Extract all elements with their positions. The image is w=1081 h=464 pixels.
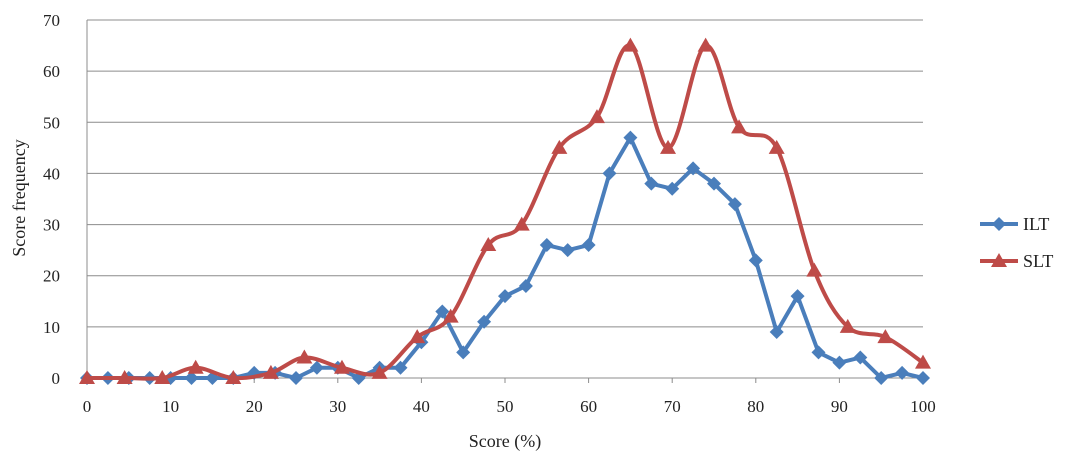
data-point-ilt [895, 365, 910, 380]
data-point-slt [806, 262, 823, 277]
data-point-slt [442, 308, 459, 323]
data-point-ilt [393, 360, 408, 375]
data-point-ilt [748, 253, 763, 268]
data-point-slt [731, 119, 748, 134]
x-tick-label: 60 [580, 397, 597, 416]
data-point-ilt [602, 166, 617, 181]
data-point-ilt [456, 345, 471, 360]
legend-item-slt: SLT [980, 251, 1053, 271]
data-point-slt [622, 37, 639, 52]
data-point-slt [877, 329, 894, 344]
data-point-ilt [184, 371, 199, 385]
data-point-slt [660, 139, 677, 154]
x-tick-label: 20 [246, 397, 263, 416]
data-point-ilt [498, 289, 512, 304]
data-point-ilt [769, 324, 784, 339]
gridlines [87, 19, 923, 379]
data-point-slt [225, 370, 242, 384]
data-point-slt [409, 329, 426, 344]
data-point-ilt [289, 371, 303, 385]
series-line-slt [85, 43, 925, 381]
data-point-slt [839, 318, 856, 333]
data-point-slt [697, 37, 714, 52]
data-point-ilt [727, 197, 742, 212]
data-point-ilt [539, 238, 554, 253]
data-point-slt [116, 370, 133, 384]
data-point-ilt [435, 304, 450, 319]
data-point-ilt [686, 161, 701, 176]
x-tick-label: 70 [664, 397, 681, 416]
data-point-slt [371, 364, 388, 379]
y-tick-label: 40 [43, 164, 60, 183]
data-point-slt [915, 354, 931, 369]
data-point-ilt [560, 243, 575, 258]
x-tick-label: 90 [831, 397, 848, 416]
y-tick-label: 10 [43, 318, 60, 337]
x-axis-title: Score (%) [469, 431, 541, 452]
y-tick-label: 20 [43, 267, 60, 286]
legend-marker-slt [991, 253, 1007, 267]
y-tick-label: 30 [43, 216, 60, 235]
data-point-ilt [623, 130, 638, 145]
x-tick-label: 50 [497, 397, 514, 416]
data-point-ilt [811, 345, 826, 360]
data-point-slt [513, 216, 530, 231]
y-tick-label: 70 [43, 11, 60, 30]
data-point-slt [79, 370, 95, 384]
data-point-ilt [790, 289, 805, 304]
data-point-ilt [581, 238, 596, 253]
series-ilt [80, 130, 930, 385]
data-point-slt [187, 359, 204, 374]
x-tick-label: 10 [162, 397, 179, 416]
y-tick-label: 50 [43, 113, 60, 132]
legend-marker-ilt [992, 217, 1006, 231]
data-point-ilt [309, 360, 324, 375]
data-point-ilt [644, 176, 659, 191]
x-tick-label: 80 [747, 397, 764, 416]
data-point-ilt [665, 181, 680, 196]
data-point-ilt [853, 350, 868, 365]
x-tick-label: 0 [83, 397, 92, 416]
data-point-slt [551, 139, 568, 154]
data-point-slt [588, 109, 605, 124]
data-point-slt [296, 349, 313, 364]
data-point-ilt [707, 176, 721, 191]
legend-label: SLT [1023, 251, 1053, 271]
legend-label: ILT [1023, 214, 1049, 234]
data-point-slt [154, 370, 171, 384]
legend-item-ilt: ILT [980, 214, 1049, 234]
data-point-slt [480, 237, 497, 252]
data-point-ilt [477, 314, 492, 329]
x-tick-label: 100 [910, 397, 936, 416]
data-point-slt [262, 364, 279, 379]
series [79, 37, 931, 385]
y-tick-label: 0 [52, 369, 61, 388]
data-point-slt [333, 359, 350, 374]
data-point-ilt [916, 371, 930, 385]
data-point-ilt [832, 355, 847, 370]
y-tick-label: 60 [43, 62, 60, 81]
axes: 0 10 20 30 40 50 60 70 0 10 20 30 40 50 60 70 80 90 100 [43, 11, 936, 416]
y-axis-title: Score frequency [9, 139, 29, 256]
legend: ILT SLT [980, 214, 1053, 271]
data-point-ilt [518, 278, 533, 293]
x-tick-label: 30 [329, 397, 346, 416]
data-point-ilt [874, 371, 889, 385]
data-point-slt [768, 139, 785, 154]
x-tick-label: 40 [413, 397, 430, 416]
series-slt [79, 37, 931, 384]
